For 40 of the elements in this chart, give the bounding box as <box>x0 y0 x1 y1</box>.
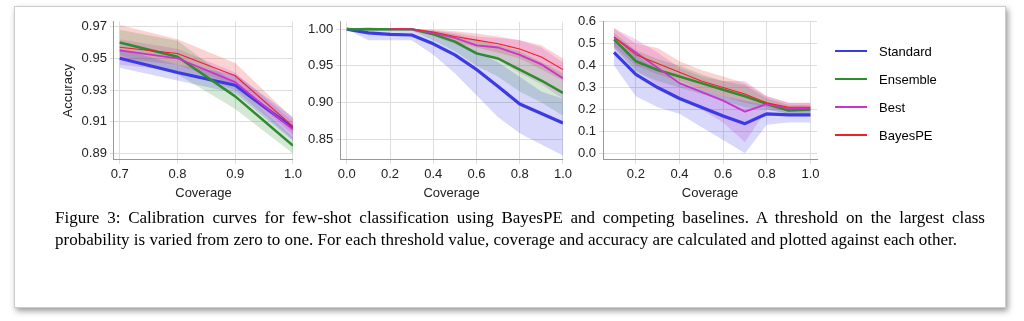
x-tick-label: 0.7 <box>110 166 129 182</box>
x-tick-label: 0.6 <box>467 166 486 182</box>
x-tick-label: 0.8 <box>757 166 776 182</box>
y-tick-label: 0.89 <box>81 145 107 161</box>
x-axis-title: Coverage <box>681 184 739 200</box>
legend-label: Standard <box>879 43 932 59</box>
x-tick-label: 0.4 <box>424 166 443 182</box>
y-tick-label: 0.95 <box>307 57 334 73</box>
y-tick-label: 0.91 <box>81 113 107 129</box>
x-tick-label: 0.6 <box>714 166 733 182</box>
y-tick-label: 1.00 <box>307 20 334 36</box>
x-tick-label: 1.0 <box>553 166 572 182</box>
x-tick-label: 0.4 <box>670 166 689 182</box>
y-axis-title: Accuracy <box>60 63 76 118</box>
legend-label: BayesPE <box>879 127 933 143</box>
y-tick-label: 0.1 <box>577 122 597 138</box>
caption: Figure 3: Calibration curves for few-shot classification using BayesPE and competing baselines. A threshold on the largest class probability is varied from zero to one. For each threshold value, coverage and accuracy are calculated and plotted against each other. <box>55 207 985 251</box>
y-tick-label: 0.90 <box>307 94 334 110</box>
y-tick-label: 0.5 <box>577 35 597 51</box>
x-tick-label: 0.8 <box>168 166 187 182</box>
x-tick-label: 0.8 <box>510 166 529 182</box>
x-axis-title: Coverage <box>423 184 480 200</box>
x-tick-label: 0.2 <box>626 166 645 182</box>
y-tick-label: 0.93 <box>81 81 107 97</box>
y-tick-label: 0.6 <box>577 13 597 29</box>
x-tick-label: 1.0 <box>283 166 302 182</box>
y-tick-label: 0.3 <box>577 79 597 95</box>
legend-label: Ensemble <box>879 71 937 87</box>
legend-label: Best <box>879 99 906 115</box>
y-tick-label: 0.95 <box>81 49 107 65</box>
x-axis-title: Coverage <box>175 184 232 200</box>
y-tick-label: 0.4 <box>577 57 597 73</box>
y-tick-label: 0.85 <box>307 130 334 146</box>
y-tick-label: 0.2 <box>577 101 597 116</box>
y-tick-label: 0.97 <box>81 18 107 34</box>
x-tick-label: 0.2 <box>380 166 400 182</box>
x-tick-label: 1.0 <box>801 166 820 182</box>
x-tick-label: 0.9 <box>226 166 245 182</box>
x-tick-label: 0.0 <box>337 166 356 182</box>
y-tick-label: 0.0 <box>577 144 597 160</box>
